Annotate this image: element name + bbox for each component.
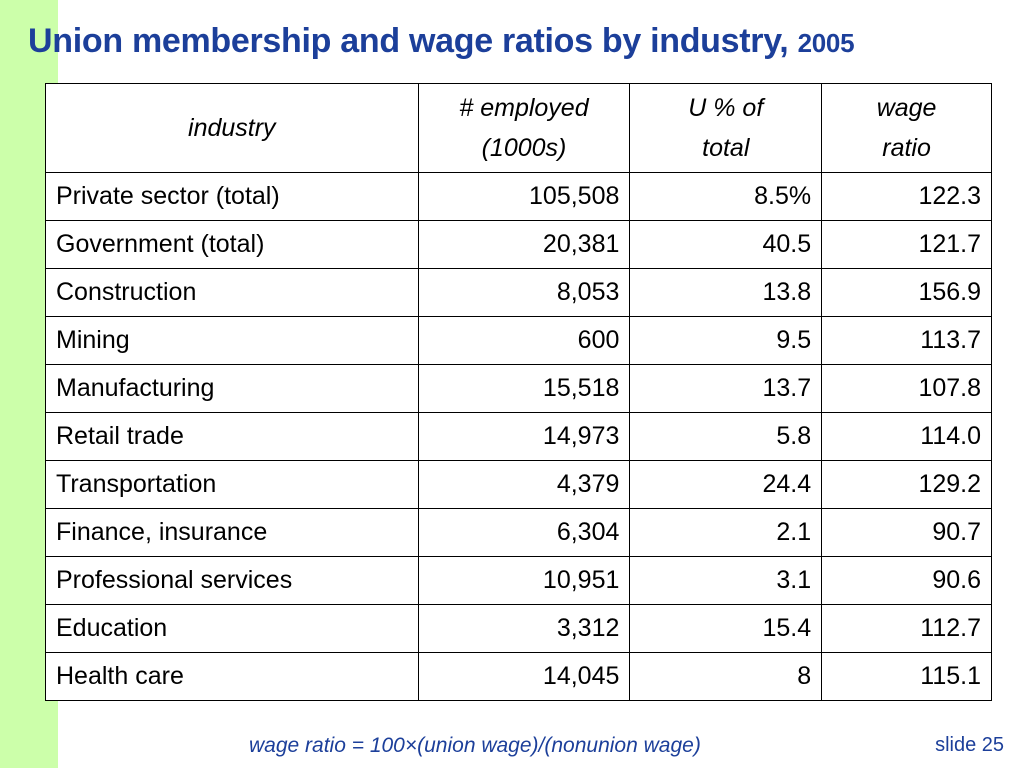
header-industry: industry bbox=[45, 83, 419, 173]
cell-union-pct: 24.4 bbox=[629, 460, 823, 509]
table-row: Professional services 10,951 3.1 90.6 bbox=[45, 556, 992, 605]
table-row: Manufacturing 15,518 13.7 107.8 bbox=[45, 364, 992, 413]
cell-employed: 14,973 bbox=[417, 412, 631, 461]
table-row: Transportation 4,379 24.4 129.2 bbox=[45, 460, 992, 509]
table-row: Retail trade 14,973 5.8 114.0 bbox=[45, 412, 992, 461]
header-union-pct: U % of total bbox=[629, 83, 823, 173]
cell-industry: Mining bbox=[45, 316, 419, 365]
header-row: industry # employed (1000s) U % of total w… bbox=[45, 83, 992, 173]
data-table: industry # employed (1000s) U % of total w… bbox=[45, 83, 992, 701]
cell-union-pct: 13.8 bbox=[629, 268, 823, 317]
cell-industry: Transportation bbox=[45, 460, 419, 509]
page-title: Union membership and wage ratios by indu… bbox=[28, 22, 855, 61]
cell-wage-ratio: 122.3 bbox=[821, 172, 992, 221]
cell-employed: 6,304 bbox=[417, 508, 631, 557]
cell-employed: 8,053 bbox=[417, 268, 631, 317]
slide-number: slide 25 bbox=[935, 734, 1004, 756]
cell-wage-ratio: 90.6 bbox=[821, 556, 992, 605]
cell-wage-ratio: 112.7 bbox=[821, 604, 992, 653]
table-row: Construction 8,053 13.8 156.9 bbox=[45, 268, 992, 317]
title-year: 2005 bbox=[797, 28, 855, 58]
cell-industry: Finance, insurance bbox=[45, 508, 419, 557]
table-row: Government (total) 20,381 40.5 121.7 bbox=[45, 220, 992, 269]
table-row: Health care 14,045 8 115.1 bbox=[45, 652, 992, 701]
cell-employed: 15,518 bbox=[417, 364, 631, 413]
cell-employed: 14,045 bbox=[417, 652, 631, 701]
table-body: Private sector (total) 105,508 8.5% 122.3 Go… bbox=[45, 172, 992, 701]
header-wage-ratio: wage ratio bbox=[821, 83, 992, 173]
cell-industry: Manufacturing bbox=[45, 364, 419, 413]
cell-employed: 3,312 bbox=[417, 604, 631, 653]
cell-employed: 105,508 bbox=[417, 172, 631, 221]
cell-union-pct: 9.5 bbox=[629, 316, 823, 365]
cell-wage-ratio: 113.7 bbox=[821, 316, 992, 365]
cell-industry: Retail trade bbox=[45, 412, 419, 461]
cell-union-pct: 40.5 bbox=[629, 220, 823, 269]
cell-employed: 4,379 bbox=[417, 460, 631, 509]
cell-wage-ratio: 121.7 bbox=[821, 220, 992, 269]
table-row: Education 3,312 15.4 112.7 bbox=[45, 604, 992, 653]
cell-employed: 20,381 bbox=[417, 220, 631, 269]
cell-union-pct: 8.5% bbox=[629, 172, 823, 221]
cell-wage-ratio: 115.1 bbox=[821, 652, 992, 701]
cell-union-pct: 3.1 bbox=[629, 556, 823, 605]
cell-wage-ratio: 114.0 bbox=[821, 412, 992, 461]
table-row: Finance, insurance 6,304 2.1 90.7 bbox=[45, 508, 992, 557]
cell-wage-ratio: 90.7 bbox=[821, 508, 992, 557]
cell-union-pct: 15.4 bbox=[629, 604, 823, 653]
cell-wage-ratio: 107.8 bbox=[821, 364, 992, 413]
cell-union-pct: 13.7 bbox=[629, 364, 823, 413]
table-row: Private sector (total) 105,508 8.5% 122.3 bbox=[45, 172, 992, 221]
cell-union-pct: 2.1 bbox=[629, 508, 823, 557]
title-main: Union membership and wage ratios by indu… bbox=[28, 22, 789, 60]
cell-industry: Education bbox=[45, 604, 419, 653]
footnote: wage ratio = 100×(union wage)/(nonunion … bbox=[249, 734, 701, 757]
cell-industry: Government (total) bbox=[45, 220, 419, 269]
cell-wage-ratio: 129.2 bbox=[821, 460, 992, 509]
cell-union-pct: 5.8 bbox=[629, 412, 823, 461]
cell-employed: 10,951 bbox=[417, 556, 631, 605]
cell-union-pct: 8 bbox=[629, 652, 823, 701]
cell-industry: Private sector (total) bbox=[45, 172, 419, 221]
header-employed: # employed (1000s) bbox=[417, 83, 631, 173]
cell-industry: Health care bbox=[45, 652, 419, 701]
cell-wage-ratio: 156.9 bbox=[821, 268, 992, 317]
table-row: Mining 600 9.5 113.7 bbox=[45, 316, 992, 365]
cell-industry: Construction bbox=[45, 268, 419, 317]
cell-employed: 600 bbox=[417, 316, 631, 365]
cell-industry: Professional services bbox=[45, 556, 419, 605]
